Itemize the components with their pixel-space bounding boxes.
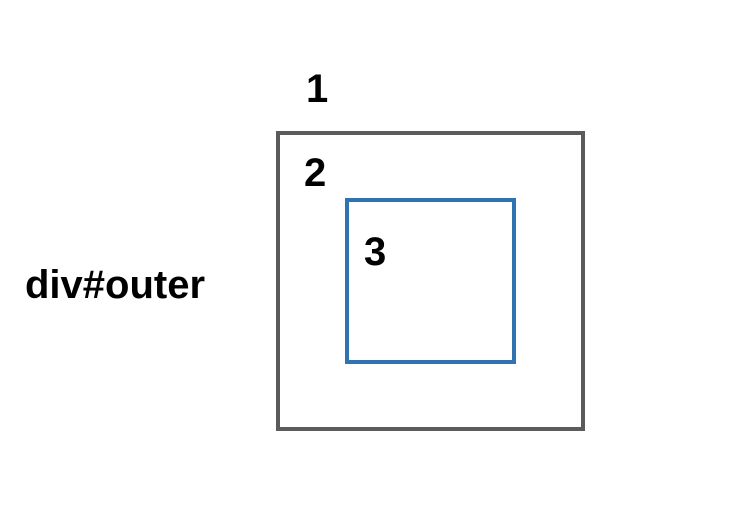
inner-div-box [345, 198, 516, 364]
outer-div-box [276, 131, 585, 431]
layer-label-1: 1 [306, 67, 329, 111]
outer-div-label: div#outer [25, 263, 206, 307]
layer-label-2: 2 [304, 151, 327, 195]
layer-label-3: 3 [364, 230, 387, 274]
